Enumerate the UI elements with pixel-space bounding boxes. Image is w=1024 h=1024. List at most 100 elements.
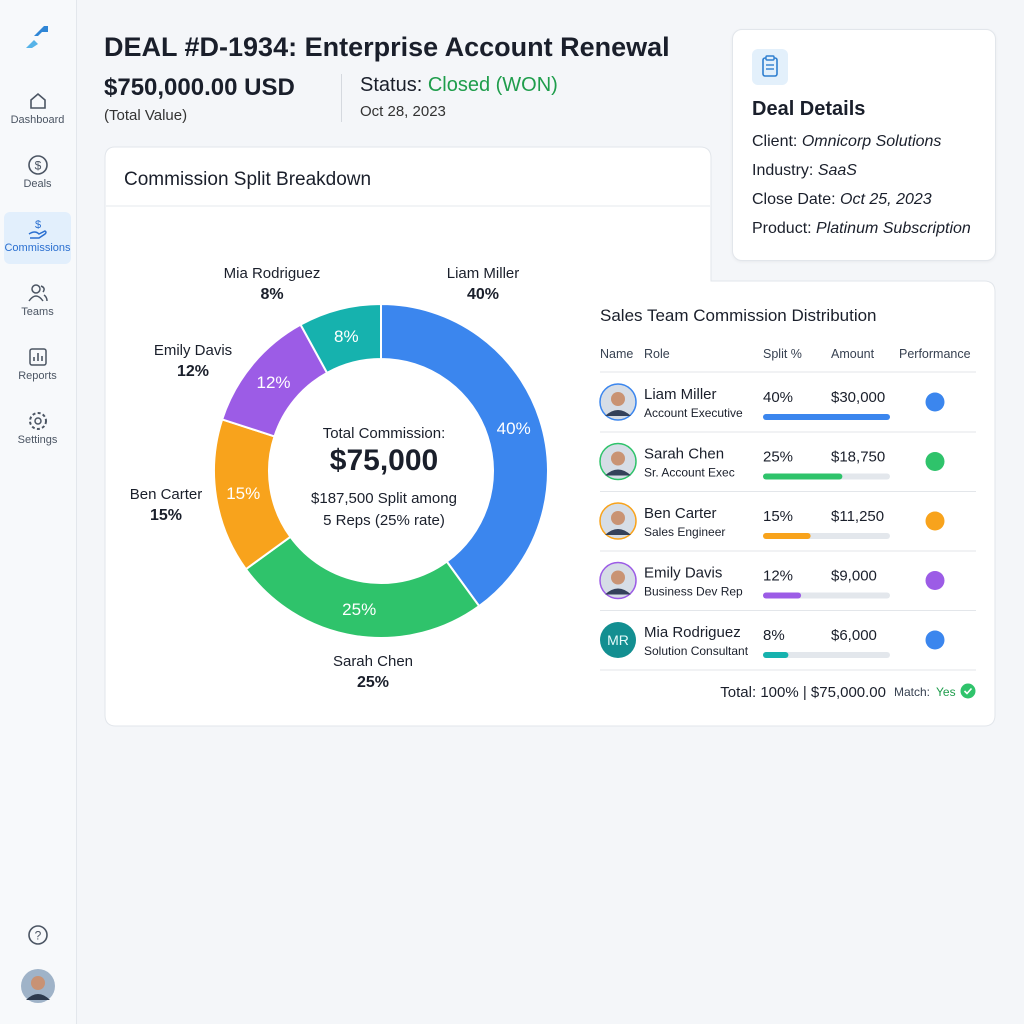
- split: 15%: [763, 508, 793, 525]
- rep-role: Sr. Account Exec: [644, 466, 735, 480]
- nav-label: Teams: [21, 306, 54, 318]
- rep-name: Ben Carter: [644, 505, 717, 522]
- category-label: Mia Rodriguez: [224, 265, 321, 282]
- split: 12%: [763, 568, 793, 585]
- avatar-initials: MR: [607, 632, 629, 648]
- amount: $18,750: [831, 449, 885, 466]
- svg-text:$: $: [34, 159, 41, 173]
- rep-name: Mia Rodriguez: [644, 624, 741, 641]
- detail-value: Platinum Subscription: [816, 220, 971, 237]
- segment-label: 15%: [226, 484, 260, 503]
- divider: [341, 74, 342, 122]
- donut-segment: [380, 302, 549, 608]
- nav-item[interactable]: $ Commissions: [4, 212, 71, 264]
- split-bar: [763, 414, 890, 420]
- table-row: Ben Carter Sales Engineer 15% $11,250: [599, 502, 976, 552]
- rep-role: Business Dev Rep: [644, 585, 743, 599]
- rep-name: Liam Miller: [644, 386, 717, 403]
- avatar-body: [605, 469, 631, 476]
- nav-icon: $: [27, 155, 48, 175]
- table-total: Total: 100% | $75,000.00: [720, 684, 886, 701]
- nav-icon: [27, 284, 48, 302]
- nav-item[interactable]: Teams: [4, 276, 71, 328]
- rep-role: Solution Consultant: [644, 644, 749, 658]
- donut-segment: [244, 535, 481, 639]
- match-check-mark: [963, 687, 973, 695]
- split: 25%: [763, 449, 793, 466]
- nav-label: Settings: [17, 434, 58, 446]
- detail-label: Client:: [752, 133, 798, 150]
- nav-item[interactable]: $ Deals: [4, 148, 71, 200]
- status-label: Status:: [360, 74, 423, 96]
- rep-name: Emily Davis: [644, 565, 722, 582]
- segment-label: 40%: [497, 419, 531, 438]
- status-value: Closed (WON): [427, 74, 558, 96]
- detail-label: Product:: [752, 220, 812, 237]
- avatar-face: [611, 511, 625, 525]
- nav-label: Commissions: [4, 242, 71, 254]
- rep-role: Sales Engineer: [644, 525, 725, 539]
- deal-title: DEAL #D-1934: Enterprise Account Renewal: [104, 32, 670, 62]
- avatar-face: [611, 570, 625, 585]
- rep-role: Account Executive: [644, 406, 743, 420]
- detail-row: Close Date: Oct 25, 2023: [752, 191, 932, 209]
- logo: [26, 26, 48, 48]
- nav-item[interactable]: Settings: [4, 404, 71, 456]
- avatar-face: [611, 451, 625, 466]
- nav-icon: [28, 412, 47, 430]
- split: 40%: [763, 389, 793, 406]
- performance-dot: [925, 452, 945, 471]
- category-label: Ben Carter: [130, 486, 203, 503]
- segment-label: 12%: [256, 373, 290, 392]
- performance-dot: [925, 630, 945, 650]
- split-bar: [763, 473, 843, 480]
- status: Status: Closed (WON): [360, 74, 558, 97]
- table-row: MR Mia Rodriguez Solution Consultant 8% $6,0…: [600, 622, 976, 671]
- detail-value: Omnicorp Solutions: [801, 133, 942, 150]
- nav-icon: [28, 348, 47, 366]
- detail-value: SaaS: [817, 162, 857, 179]
- table-row: Emily Davis Business Dev Rep 12% $9,000: [599, 561, 976, 611]
- nav-label: Dashboard: [10, 114, 65, 126]
- center-label: $75,000: [330, 444, 438, 477]
- amount: $11,250: [831, 508, 884, 525]
- avatar: [600, 622, 636, 658]
- nav-label: Deals: [23, 178, 52, 190]
- segment-label: 8%: [334, 327, 359, 346]
- svg-text:?: ?: [35, 929, 42, 943]
- category-label: Liam Miller: [447, 265, 520, 282]
- nav-label: Reports: [18, 370, 57, 382]
- deal-details-title: Deal Details: [752, 98, 866, 120]
- column-header: Amount: [831, 347, 875, 361]
- category-value: 8%: [260, 286, 283, 303]
- center-label: Total Commission:: [323, 425, 446, 442]
- donut-segment: [299, 302, 382, 375]
- column-header: Performance: [899, 347, 971, 361]
- deal-details-card: Deal Details Client: Omnicorp Solutions I…: [732, 29, 996, 261]
- svg-text:$: $: [34, 219, 40, 231]
- detail-row: Product: Platinum Subscription: [752, 220, 971, 238]
- detail-label: Close Date:: [752, 191, 836, 208]
- nav-item[interactable]: Reports: [4, 340, 71, 392]
- category-value: 12%: [177, 363, 209, 380]
- split-bar: [763, 652, 789, 658]
- performance-dot: [925, 571, 945, 590]
- nav-item[interactable]: Dashboard: [4, 84, 71, 136]
- avatar-face: [611, 392, 625, 406]
- performance-dot: [925, 392, 945, 412]
- clipboard-icon: [752, 49, 788, 85]
- center-label: $187,500 Split among: [311, 490, 457, 507]
- user-avatar[interactable]: [20, 968, 56, 1004]
- table-title: Sales Team Commission Distribution: [600, 306, 877, 325]
- segment-label: 25%: [342, 600, 376, 619]
- nav-icon: $: [28, 219, 47, 239]
- category-label: Sarah Chen: [333, 653, 413, 670]
- avatar-body: [605, 588, 631, 595]
- performance-dot: [925, 511, 945, 531]
- rep-name: Sarah Chen: [644, 446, 724, 463]
- help-icon[interactable]: ?: [27, 924, 49, 946]
- detail-label: Industry:: [752, 162, 814, 179]
- amount: $6,000: [831, 627, 877, 644]
- split: 8%: [763, 627, 785, 644]
